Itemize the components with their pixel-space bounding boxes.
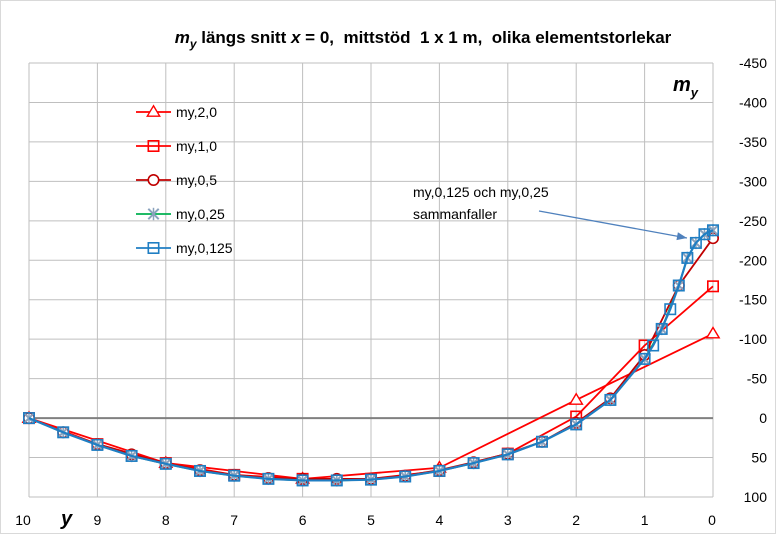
legend-item: my,0,5 xyxy=(136,172,217,188)
title-prefix: m xyxy=(175,28,190,47)
data-point xyxy=(296,474,309,487)
data-point xyxy=(647,339,660,352)
data-point xyxy=(570,418,583,431)
x-tick-label: 1 xyxy=(641,512,649,528)
legend-item: my,0,125 xyxy=(136,240,233,256)
data-point xyxy=(91,438,104,451)
y-tick-label: -350 xyxy=(739,134,767,150)
y-tick-label: 0 xyxy=(759,410,767,426)
data-point xyxy=(698,228,711,241)
legend-label: my,1,0 xyxy=(176,138,217,154)
y-axis-label: my xyxy=(673,74,699,100)
data-point xyxy=(57,426,70,439)
y-tick-label: -450 xyxy=(739,55,767,71)
data-point xyxy=(535,435,548,448)
series-line xyxy=(28,229,714,482)
annotation-line-2: sammanfaller xyxy=(413,206,497,222)
data-point xyxy=(706,280,719,293)
x-tick-label: 5 xyxy=(367,512,375,528)
y-tick-label: -400 xyxy=(739,94,767,110)
x-tick-label: 10 xyxy=(15,512,31,528)
data-point xyxy=(330,474,343,487)
x-tick-label: 9 xyxy=(94,512,102,528)
x-tick-label: 6 xyxy=(299,512,307,528)
data-point xyxy=(689,236,702,249)
legend-marker xyxy=(146,104,161,117)
x-tick-label: 3 xyxy=(504,512,512,528)
chart-title: my längs snitt x = 0, mittstöd 1 x 1 m, … xyxy=(175,28,672,51)
legend-label: my,0,25 xyxy=(176,206,225,222)
title-prefix-sub: y xyxy=(189,37,198,51)
y-tick-label: 100 xyxy=(744,489,768,505)
data-point xyxy=(681,251,694,264)
title-part1: längs snitt xyxy=(197,28,291,47)
annotation: my,0,125 och my,0,25 sammanfaller xyxy=(413,184,688,241)
tick-labels: -450-400-350-300-250-200-150-100-5005010… xyxy=(15,55,767,528)
data-point xyxy=(262,472,275,485)
data-point xyxy=(22,412,35,425)
data-point xyxy=(604,393,617,406)
legend-marker xyxy=(147,174,160,187)
data-point xyxy=(125,449,138,462)
y-tick-label: -150 xyxy=(739,292,767,308)
y-tick-label: -50 xyxy=(747,371,767,387)
x-tick-label: 2 xyxy=(572,512,580,528)
y-axis-label-sub: y xyxy=(690,85,699,100)
data-point xyxy=(467,457,480,470)
x-tick-label: 7 xyxy=(230,512,238,528)
x-tick-label: 8 xyxy=(162,512,170,528)
y-tick-label: -200 xyxy=(739,252,767,268)
annotation-arrow xyxy=(538,210,688,239)
data-point xyxy=(364,473,377,486)
series-4 xyxy=(22,224,719,487)
series-group xyxy=(21,224,721,487)
annotation-line-1: my,0,125 och my,0,25 xyxy=(413,184,549,200)
data-point xyxy=(655,322,668,335)
data-point xyxy=(706,224,719,237)
data-point xyxy=(568,392,584,405)
annotation-arrow-head xyxy=(676,232,687,241)
y-tick-label: -100 xyxy=(739,331,767,347)
data-point xyxy=(194,464,207,477)
title-xvar: x xyxy=(290,28,302,47)
data-point xyxy=(672,279,685,292)
legend-label: my,0,5 xyxy=(176,172,217,188)
y-axis-label-main: m xyxy=(673,74,691,96)
legend: my,2,0 my,1,0 my,0,5 my,0,25 my,0,125 xyxy=(136,104,233,256)
legend-item: my,1,0 xyxy=(136,138,217,154)
y-tick-label: 50 xyxy=(751,450,767,466)
data-point xyxy=(638,352,651,365)
legend-marker xyxy=(147,140,160,153)
y-tick-label: -250 xyxy=(739,213,767,229)
x-axis-label: y xyxy=(60,508,73,530)
data-point xyxy=(501,448,514,461)
data-point xyxy=(159,457,172,470)
legend-label: my,2,0 xyxy=(176,104,217,120)
data-point xyxy=(705,326,721,339)
data-point xyxy=(664,303,677,316)
x-tick-label: 4 xyxy=(436,512,444,528)
legend-marker xyxy=(147,242,160,255)
legend-item: my,2,0 xyxy=(136,104,217,120)
data-point xyxy=(433,464,446,477)
legend-item: my,0,25 xyxy=(136,206,225,222)
x-tick-label: 0 xyxy=(708,512,716,528)
data-point xyxy=(228,469,241,482)
y-tick-label: -300 xyxy=(739,173,767,189)
legend-label: my,0,125 xyxy=(176,240,233,256)
grid xyxy=(28,62,714,498)
title-part2: = 0, mittstöd 1 x 1 m, olika elementstor… xyxy=(300,28,671,47)
legend-marker xyxy=(147,207,160,221)
data-point xyxy=(399,470,412,483)
